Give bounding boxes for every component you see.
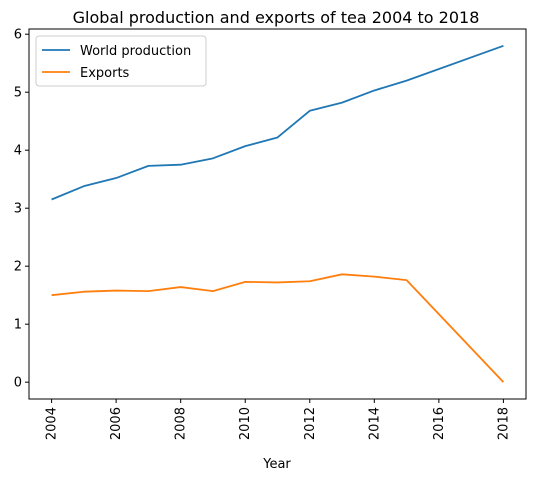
x-tick-label: 2016 <box>432 407 447 440</box>
x-tick-label: 2010 <box>238 407 253 440</box>
series-line-world-production <box>51 44 504 201</box>
x-axis-ticks: 2004 2006 2008 2010 2012 2014 2016 2018 <box>45 399 511 440</box>
y-axis-ticks: 0 1 2 3 4 5 6 <box>14 28 29 391</box>
y-tick-label: 3 <box>14 202 22 217</box>
y-tick-label: 1 <box>14 318 22 333</box>
legend: World production Exports <box>35 35 207 87</box>
series-lines <box>51 44 505 383</box>
y-tick-label: 4 <box>14 144 22 159</box>
y-tick-label: 2 <box>14 260 22 275</box>
x-tick-label: 2014 <box>367 407 382 440</box>
y-tick-label: 5 <box>14 86 22 101</box>
y-tick-label: 0 <box>14 376 22 391</box>
x-tick-label: 2008 <box>174 407 189 440</box>
x-tick-label: 2004 <box>45 407 60 440</box>
x-tick-label: 2006 <box>109 407 124 440</box>
x-tick-label: 2012 <box>303 407 318 440</box>
series-line-exports <box>51 273 505 383</box>
y-tick-label: 6 <box>14 28 22 43</box>
x-tick-label: 2018 <box>496 407 511 440</box>
plot-frame <box>28 28 527 400</box>
legend-label-world-production: World production <box>80 44 191 59</box>
chart-title: Global production and exports of tea 200… <box>73 8 480 27</box>
x-axis-label: Year <box>262 457 291 472</box>
legend-box <box>35 35 207 87</box>
legend-label-exports: Exports <box>80 66 130 81</box>
